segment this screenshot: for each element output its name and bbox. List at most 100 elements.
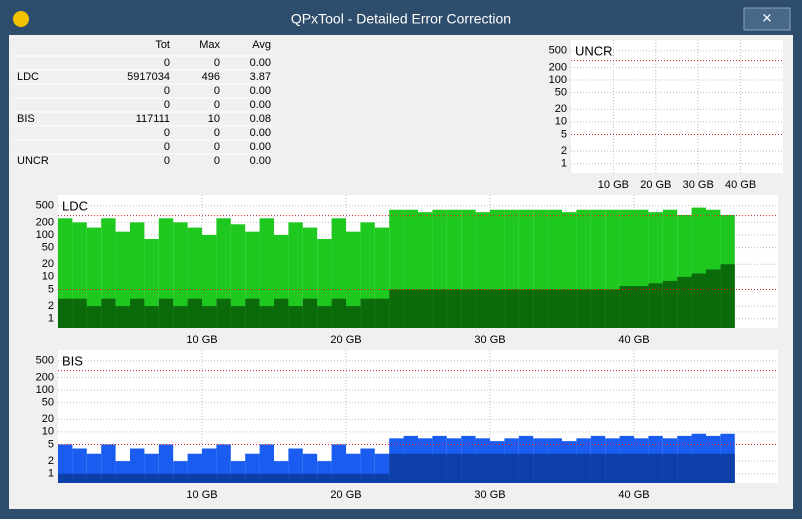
bar	[562, 453, 577, 483]
bar	[144, 239, 159, 328]
table-cell: 0.00	[250, 99, 271, 111]
table-cell: 3.87	[250, 71, 271, 83]
y-tick-label: 100	[549, 74, 567, 86]
bar	[158, 473, 174, 483]
table-cell: 0	[214, 85, 220, 97]
bar	[331, 473, 346, 483]
bar	[173, 222, 188, 328]
x-tick-label: 20 GB	[640, 179, 671, 191]
bar	[288, 306, 303, 328]
x-tick-label: 40 GB	[618, 334, 649, 346]
bar	[317, 473, 332, 483]
bar	[72, 473, 87, 483]
y-tick-label: 100	[36, 229, 54, 241]
bar	[605, 453, 620, 483]
y-tick-label: 50	[42, 396, 54, 408]
bar	[547, 289, 562, 328]
bar	[86, 306, 102, 328]
table-cell: 0	[164, 85, 170, 97]
x-tick-label: 40 GB	[618, 489, 649, 501]
bar	[216, 298, 231, 328]
chart-title: UNCR	[575, 43, 613, 58]
bar	[403, 289, 418, 328]
y-tick-label: 1	[48, 468, 54, 480]
row-label: UNCR	[17, 155, 49, 167]
bar	[374, 298, 390, 328]
bar	[130, 298, 145, 328]
bar	[461, 289, 476, 328]
bar	[101, 473, 116, 483]
bar	[461, 453, 476, 483]
bar	[245, 473, 260, 483]
bar	[403, 453, 418, 483]
window-title: QPxTool - Detailed Error Correction	[291, 11, 511, 27]
x-tick-label: 30 GB	[474, 334, 505, 346]
bar	[58, 473, 73, 483]
bar	[547, 453, 562, 483]
y-tick-label: 5	[48, 438, 54, 450]
bar	[274, 298, 289, 328]
y-tick-label: 1	[561, 158, 567, 170]
plot-area	[571, 40, 783, 173]
x-tick-label: 30 GB	[474, 489, 505, 501]
table-cell: 0.00	[250, 57, 271, 69]
bar	[360, 473, 375, 483]
bar	[274, 473, 289, 483]
close-button[interactable]	[743, 7, 791, 31]
y-tick-label: 20	[42, 258, 54, 270]
table-cell: 10	[208, 113, 220, 125]
bar	[331, 444, 346, 483]
y-tick-label: 5	[561, 128, 567, 140]
stats-table	[14, 38, 272, 169]
bar	[72, 298, 87, 328]
bar	[187, 473, 202, 483]
bar	[346, 306, 361, 328]
bar	[634, 286, 649, 328]
table-header: Tot	[155, 39, 170, 51]
y-tick-label: 2	[48, 300, 54, 312]
bar	[576, 289, 591, 328]
bar	[288, 222, 303, 328]
bar	[418, 453, 433, 483]
bar	[475, 289, 490, 328]
y-tick-label: 100	[36, 384, 54, 396]
bar	[245, 298, 260, 328]
bar	[86, 227, 102, 328]
bar	[677, 276, 692, 328]
bar	[490, 453, 505, 483]
bar	[360, 298, 375, 328]
bar	[216, 444, 231, 483]
bar	[144, 306, 159, 328]
table-cell: 0	[164, 99, 170, 111]
table-cell: 0	[214, 141, 220, 153]
bar	[533, 453, 548, 483]
table-cell: 0	[164, 57, 170, 69]
bar	[432, 289, 447, 328]
x-tick-label: 10 GB	[598, 179, 629, 191]
bar	[720, 453, 735, 483]
bar	[202, 306, 217, 328]
y-tick-label: 50	[555, 86, 567, 98]
bar	[173, 473, 188, 483]
bar	[533, 289, 548, 328]
bar	[259, 473, 274, 483]
row-label: LDC	[17, 71, 39, 83]
table-cell: 496	[202, 71, 220, 83]
bar	[58, 298, 73, 328]
bar	[706, 453, 721, 483]
bar	[691, 273, 706, 328]
bar	[518, 453, 534, 483]
y-tick-label: 50	[42, 241, 54, 253]
close-icon[interactable]: ✕	[762, 10, 773, 25]
y-tick-label: 2	[48, 455, 54, 467]
bar	[230, 306, 246, 328]
bar	[662, 453, 678, 483]
bar	[259, 306, 274, 328]
x-tick-label: 30 GB	[683, 179, 714, 191]
bar	[115, 231, 130, 328]
app-icon	[13, 11, 29, 27]
chart-title: BIS	[62, 353, 83, 368]
table-cell: 0.08	[250, 113, 271, 125]
y-tick-label: 10	[42, 271, 54, 283]
